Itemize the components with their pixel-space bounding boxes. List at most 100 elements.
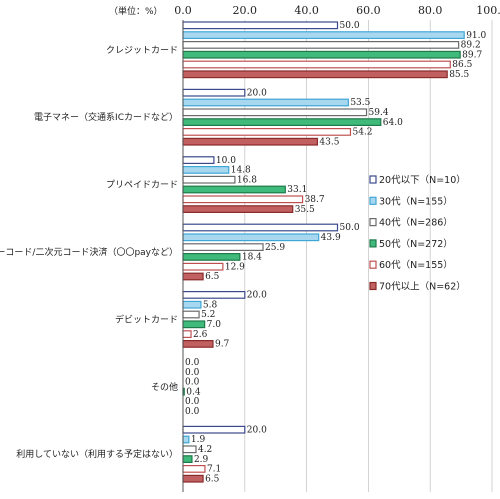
category-label: 電子マネー（交通系ICカードなど） — [34, 111, 178, 123]
legend-swatch — [369, 218, 377, 227]
bar — [182, 253, 241, 261]
data-label: 6.5 — [205, 272, 220, 282]
data-label: 38.7 — [305, 195, 325, 205]
data-label: 50.0 — [340, 223, 360, 233]
data-label: 50.0 — [340, 21, 360, 31]
data-label: 0.0 — [185, 358, 200, 368]
legend-swatch — [369, 196, 377, 205]
unit-label: （単位：%） — [109, 5, 163, 17]
legend-entry: 20代以下（N=10） — [379, 174, 466, 186]
bar — [182, 175, 236, 184]
category-label: プリペイドカード — [106, 180, 178, 191]
data-label: 59.4 — [369, 108, 389, 118]
category-label: デビットカード — [115, 313, 178, 325]
data-label: 20.0 — [247, 88, 267, 98]
data-label: 20.0 — [247, 291, 267, 301]
bar — [182, 70, 448, 79]
bars — [182, 21, 465, 483]
grid-lines — [244, 20, 493, 492]
value-labels: 50.0 91.089.289.786.585.5 20.0 53.559.464.0… — [185, 21, 487, 484]
bar — [182, 195, 304, 204]
data-label: 86.5 — [452, 60, 472, 70]
bar — [182, 310, 200, 319]
data-label: 7.1 — [207, 465, 221, 475]
data-label: 35.5 — [295, 205, 315, 215]
legend-swatch — [369, 175, 377, 184]
bar — [182, 205, 294, 214]
legend-entry: 40代（N=286） — [379, 217, 453, 229]
x-tick-label: 60.0 — [356, 4, 381, 17]
bar — [182, 445, 197, 454]
data-label: 0.0 — [185, 368, 200, 378]
data-label: 2.9 — [194, 455, 209, 465]
x-tick-label: 80.0 — [418, 4, 443, 17]
bar — [182, 243, 264, 252]
bar — [182, 455, 193, 463]
legend-entry: 60代（N=155） — [379, 259, 453, 271]
bar — [182, 320, 206, 329]
bar — [182, 166, 230, 174]
data-label: 25.9 — [265, 243, 285, 253]
legend: 20代以下（N=10） 30代（N=155） 40代（N=286） 50代（N=272… — [369, 174, 466, 293]
bar — [182, 185, 286, 194]
data-label: 91.0 — [466, 31, 486, 41]
bar — [182, 465, 206, 473]
data-label: 43.9 — [321, 233, 341, 243]
bar — [182, 128, 352, 136]
data-label: 64.0 — [383, 118, 403, 128]
legend-swatch — [369, 260, 377, 269]
data-label: 10.0 — [216, 156, 236, 166]
data-label: 9.7 — [215, 340, 230, 350]
legend-swatch — [369, 239, 377, 248]
legend-entry: 30代（N=155） — [379, 195, 453, 207]
bar — [182, 272, 204, 281]
data-label: 7.0 — [207, 320, 222, 330]
legend-swatch — [369, 281, 377, 291]
x-axis-ticks: 0.0 20.0 40.0 60.0 80.0 100.0 — [174, 4, 500, 17]
bar — [182, 425, 246, 434]
data-label: 14.8 — [231, 166, 251, 176]
data-label: 0.0 — [185, 407, 200, 417]
x-tick-label: 40.0 — [294, 4, 319, 17]
bar — [182, 137, 319, 146]
category-label: バーコード/二次元コード決済（〇〇payなど） — [0, 246, 178, 258]
data-label: 0.4 — [186, 387, 201, 397]
legend-entry: 70代以上（N=62） — [379, 281, 466, 293]
bar — [182, 291, 246, 299]
bar — [182, 50, 461, 59]
bar — [182, 474, 204, 483]
data-label: 1.9 — [191, 435, 206, 445]
category-label: 利用していない（利用する予定はない） — [16, 448, 178, 460]
bar — [182, 330, 192, 338]
data-label: 89.7 — [462, 50, 482, 60]
data-label: 0.0 — [185, 378, 200, 388]
data-label: 20.0 — [247, 425, 267, 435]
data-label: 33.1 — [287, 185, 307, 195]
x-tick-label: 20.0 — [233, 4, 258, 17]
legend-entry: 50代（N=272） — [379, 238, 453, 250]
bar — [182, 340, 214, 348]
bar — [182, 300, 202, 309]
bar — [182, 31, 465, 39]
bar — [182, 262, 224, 271]
bar — [182, 40, 460, 49]
data-label: 12.9 — [225, 262, 245, 272]
data-label: 89.2 — [461, 41, 481, 51]
data-label: 43.5 — [319, 137, 339, 147]
bar — [182, 435, 190, 444]
data-label: 53.5 — [350, 98, 370, 108]
bar — [182, 156, 215, 165]
bar — [182, 108, 368, 117]
category-label: その他 — [151, 381, 178, 393]
data-label: 85.5 — [449, 70, 469, 80]
data-label: 54.2 — [352, 128, 372, 138]
data-label: 16.8 — [237, 175, 257, 185]
x-tick-label: 0.0 — [174, 4, 192, 17]
bar — [182, 60, 451, 69]
data-label: 18.4 — [242, 253, 262, 263]
data-label: 0.0 — [185, 397, 200, 407]
data-label: 6.5 — [205, 474, 220, 484]
